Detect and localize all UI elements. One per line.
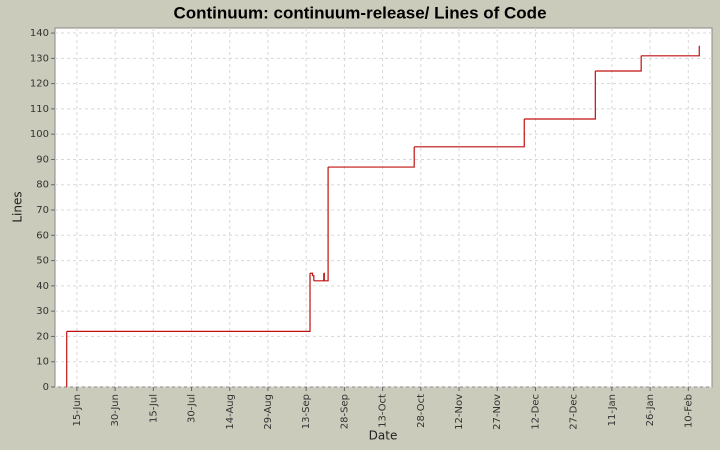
step-segment <box>641 45 700 57</box>
x-tick-label: 12-Nov <box>454 394 465 430</box>
x-tick-label: 29-Aug <box>263 394 274 430</box>
y-axis-label: Lines <box>11 191 25 222</box>
plot-area <box>54 27 713 388</box>
y-tick-label: 10 <box>36 357 49 368</box>
x-tick-label: 13-Oct <box>378 394 389 428</box>
x-tick-label: 10-Feb <box>683 394 694 428</box>
y-tick-label: 110 <box>30 104 49 115</box>
y-tick-label: 20 <box>36 331 49 342</box>
y-tick-label: 60 <box>36 230 49 241</box>
y-tick-label: 30 <box>36 306 49 317</box>
y-tick-label: 140 <box>30 28 49 39</box>
chart-title: Continuum: continuum-release/ Lines of C… <box>173 3 546 22</box>
step-segment <box>324 167 329 282</box>
y-tick-label: 100 <box>30 129 49 140</box>
x-tick-label: 27-Dec <box>569 394 580 430</box>
y-tick-label: 130 <box>30 53 49 64</box>
x-tick-label: 30-Jun <box>110 394 121 427</box>
step-segment <box>310 272 314 276</box>
step-segment <box>595 55 642 72</box>
step-segment <box>328 146 415 168</box>
x-tick-label: 27-Nov <box>492 394 503 430</box>
x-tick-label: 15-Jun <box>72 394 83 427</box>
y-tick-label: 40 <box>36 281 49 292</box>
step-segment <box>524 70 596 120</box>
y-tick-label: 80 <box>36 180 49 191</box>
x-tick-label: 30-Jul <box>187 394 198 423</box>
y-tick-label: 0 <box>43 382 49 393</box>
x-axis-label: Date <box>369 429 398 443</box>
x-tick-label: 14-Aug <box>225 394 236 430</box>
step-segment <box>323 272 325 281</box>
x-tick-label: 28-Sep <box>339 394 350 429</box>
x-tick-label: 26-Jan <box>645 394 656 426</box>
y-tick-label: 50 <box>36 256 49 267</box>
step-segment <box>414 119 525 148</box>
y-tick-label: 70 <box>36 205 49 216</box>
x-tick-label: 15-Jul <box>148 394 159 423</box>
y-tick-label: 120 <box>30 79 49 90</box>
step-segment <box>312 275 315 281</box>
x-tick-label: 28-Oct <box>416 394 427 428</box>
step-segment <box>66 273 311 332</box>
y-tick-label: 90 <box>36 154 49 165</box>
x-tick-label: 13-Sep <box>301 394 312 429</box>
x-tick-label: 11-Jan <box>607 394 618 426</box>
x-tick-label: 12-Dec <box>530 394 541 430</box>
